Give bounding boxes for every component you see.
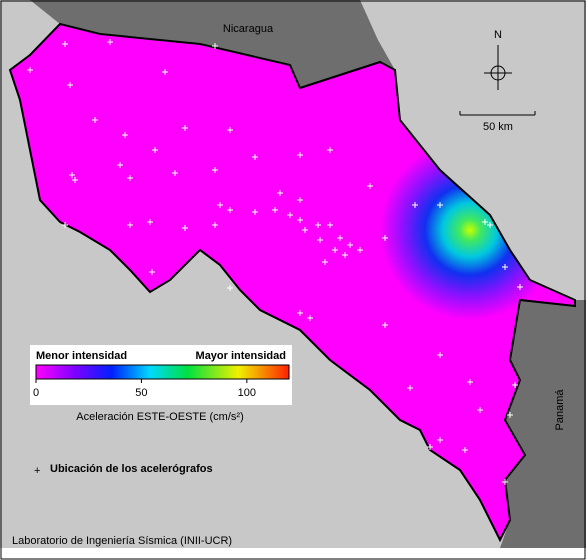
station — [327, 222, 333, 228]
station — [117, 162, 123, 168]
station — [227, 127, 233, 133]
station — [152, 147, 158, 153]
north-label: N — [494, 29, 502, 41]
station — [272, 207, 278, 213]
legend-symbol: + — [34, 465, 40, 477]
country-label: Panamá — [554, 389, 566, 431]
station — [227, 207, 233, 213]
nicaragua — [0, 0, 395, 88]
station — [437, 202, 443, 208]
station — [127, 222, 133, 228]
station — [172, 170, 178, 176]
legend-label: Ubicación de los acelerógrafos — [50, 463, 213, 475]
station — [212, 43, 218, 49]
station — [277, 190, 283, 196]
station — [147, 219, 153, 225]
station — [482, 219, 488, 225]
station — [122, 132, 128, 138]
colorbar — [35, 364, 290, 380]
north-symbol — [484, 45, 512, 90]
scale-label: 50 km — [483, 121, 513, 133]
station — [297, 152, 303, 158]
station — [367, 183, 373, 189]
station — [62, 41, 68, 47]
colorbar-tick-label: 50 — [135, 387, 147, 399]
station — [517, 284, 523, 290]
costa-rica — [8, 22, 576, 543]
station — [317, 237, 323, 243]
station — [437, 352, 443, 358]
colorbar-tick-label: 0 — [33, 387, 39, 399]
station — [357, 247, 363, 253]
station — [337, 235, 343, 241]
colorbar-low: Menor intensidad — [36, 350, 127, 362]
station — [182, 225, 188, 231]
stations — [27, 39, 523, 485]
station — [107, 39, 113, 45]
station — [69, 172, 75, 178]
station — [327, 147, 333, 153]
station — [382, 322, 388, 328]
station — [297, 310, 303, 316]
station — [477, 407, 483, 413]
station — [302, 227, 308, 233]
station — [512, 382, 518, 388]
station — [347, 242, 353, 248]
station — [212, 222, 218, 228]
station — [252, 154, 258, 160]
station — [467, 379, 473, 385]
station — [507, 412, 513, 418]
station — [127, 175, 133, 181]
station — [322, 259, 328, 265]
station — [412, 202, 418, 208]
panama — [500, 280, 586, 548]
footer-bg — [0, 548, 586, 560]
scale-bar — [459, 111, 536, 116]
station — [342, 252, 348, 258]
station — [427, 444, 433, 450]
station — [212, 167, 218, 173]
country-label: Nicaragua — [223, 23, 274, 35]
credit: Laboratorio de Ingeniería Sísmica (INII-… — [12, 535, 232, 547]
station — [287, 212, 293, 218]
station — [332, 247, 338, 253]
station — [217, 202, 223, 208]
station — [437, 437, 443, 443]
station — [407, 385, 413, 391]
station — [162, 69, 168, 75]
station — [252, 209, 258, 215]
station — [382, 235, 388, 241]
colorbar-title: Aceleración ESTE-OESTE (cm/s²) — [76, 411, 243, 423]
station — [27, 67, 33, 73]
station — [462, 447, 468, 453]
colorbar-tick-label: 100 — [238, 387, 256, 399]
station — [72, 177, 78, 183]
colorbar-high: Mayor intensidad — [196, 350, 286, 362]
station — [487, 222, 493, 228]
station — [149, 269, 155, 275]
station — [62, 222, 68, 228]
station — [502, 479, 508, 485]
station — [92, 117, 98, 123]
station — [227, 285, 233, 291]
station — [182, 125, 188, 131]
station — [315, 222, 321, 228]
station — [297, 197, 303, 203]
station — [67, 82, 73, 88]
station — [307, 315, 313, 321]
station — [297, 217, 303, 223]
station — [502, 264, 508, 270]
